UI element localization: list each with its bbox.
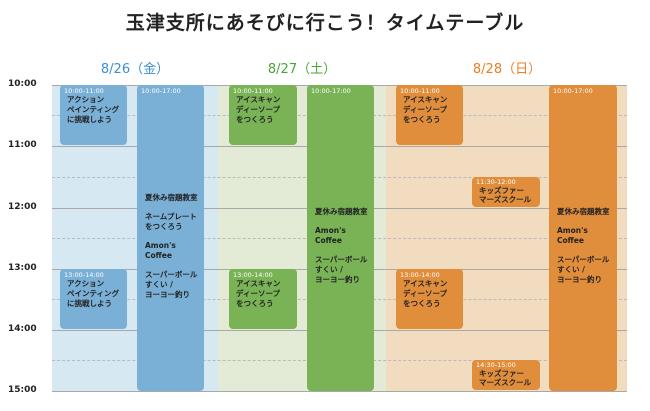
day-header-0828: 8/28（日） <box>472 62 542 77</box>
event-time: 13:00-14:00 <box>64 271 104 279</box>
day-header-0827: 8/27（土） <box>267 62 337 77</box>
event-item: Amon's Coffee <box>557 226 588 245</box>
event-item: ネームプレート をつくろう <box>145 212 197 231</box>
event-item: 夏休み宿題教室 <box>557 207 610 216</box>
event-name: アイスキャン ディーソープ をつくろう <box>403 95 448 124</box>
event-name: アクション ペインティング に挑戦しよう <box>67 279 120 308</box>
event-time: 10:00-11:00 <box>64 87 104 95</box>
event-name: アイスキャン ディーソープ をつくろう <box>236 279 281 308</box>
event-name: アイスキャン ディーソープ をつくろう <box>236 95 281 124</box>
page-title: 玉津支所にあそびに行こう！タイムテーブル <box>125 12 525 34</box>
event-kids-farmers-school[interactable]: 14:30-15:00 キッズファー マーズスクール <box>472 360 540 390</box>
time-label: 15:00 <box>8 385 37 395</box>
event-all-day[interactable]: 10:00-17:00 夏休み宿題教室 ネームプレート をつくろう Amon's… <box>137 85 204 391</box>
event-kids-farmers-school[interactable]: 11:30-12:00 キッズファー マーズスクール <box>472 177 540 207</box>
event-icecandy-soap[interactable]: 10:00-11:00 アイスキャン ディーソープ をつくろう <box>396 85 463 145</box>
time-label: 13:00 <box>8 263 37 273</box>
event-item: スーパーボール すくい / ヨーヨー釣り <box>557 255 610 284</box>
event-name: アイスキャン ディーソープ をつくろう <box>403 279 448 308</box>
time-label: 12:00 <box>8 202 37 212</box>
event-item: Amon's Coffee <box>145 241 176 260</box>
event-name: キッズファー マーズスクール <box>479 186 532 204</box>
event-time: 10:00-17:00 <box>553 87 593 95</box>
hour-line <box>52 391 627 392</box>
time-label: 14:00 <box>8 324 37 334</box>
event-icecandy-soap[interactable]: 10:00-11:00 アイスキャン ディーソープ をつくろう <box>229 85 297 145</box>
event-time: 10:00-17:00 <box>141 87 181 95</box>
event-time: 10:00-17:00 <box>311 87 351 95</box>
event-item: スーパーボール すくい / ヨーヨー釣り <box>145 270 198 299</box>
event-icecandy-soap[interactable]: 13:00-14:00 アイスキャン ディーソープ をつくろう <box>396 269 463 329</box>
event-time: 13:00-14:00 <box>233 271 273 279</box>
event-time: 13:00-14:00 <box>400 271 440 279</box>
event-item: 夏休み宿題教室 <box>315 207 368 216</box>
event-action-painting[interactable]: 10:00-11:00 アクション ペインティング に挑戦しよう <box>60 85 127 145</box>
event-time: 11:30-12:00 <box>476 178 516 186</box>
event-action-painting[interactable]: 13:00-14:00 アクション ペインティング に挑戦しよう <box>60 269 127 329</box>
event-name: アクション ペインティング に挑戦しよう <box>67 95 120 124</box>
day-header-0826: 8/26（金） <box>100 62 170 77</box>
event-time: 10:00-11:00 <box>400 87 440 95</box>
event-item: Amon's Coffee <box>315 226 346 245</box>
event-name: キッズファー マーズスクール <box>479 369 532 387</box>
event-item: スーパーボール すくい / ヨーヨー釣り <box>315 255 368 284</box>
event-all-day[interactable]: 10:00-17:00 夏休み宿題教室 Amon's Coffee スーパーボー… <box>307 85 374 391</box>
time-label: 11:00 <box>8 140 37 150</box>
event-all-day[interactable]: 10:00-17:00 夏休み宿題教室 Amon's Coffee スーパーボー… <box>549 85 617 391</box>
event-item: 夏休み宿題教室 <box>145 193 198 202</box>
event-time: 14:30-15:00 <box>476 361 516 369</box>
event-icecandy-soap[interactable]: 13:00-14:00 アイスキャン ディーソープ をつくろう <box>229 269 297 329</box>
time-label: 10:00 <box>8 79 37 89</box>
event-time: 10:00-11:00 <box>233 87 273 95</box>
